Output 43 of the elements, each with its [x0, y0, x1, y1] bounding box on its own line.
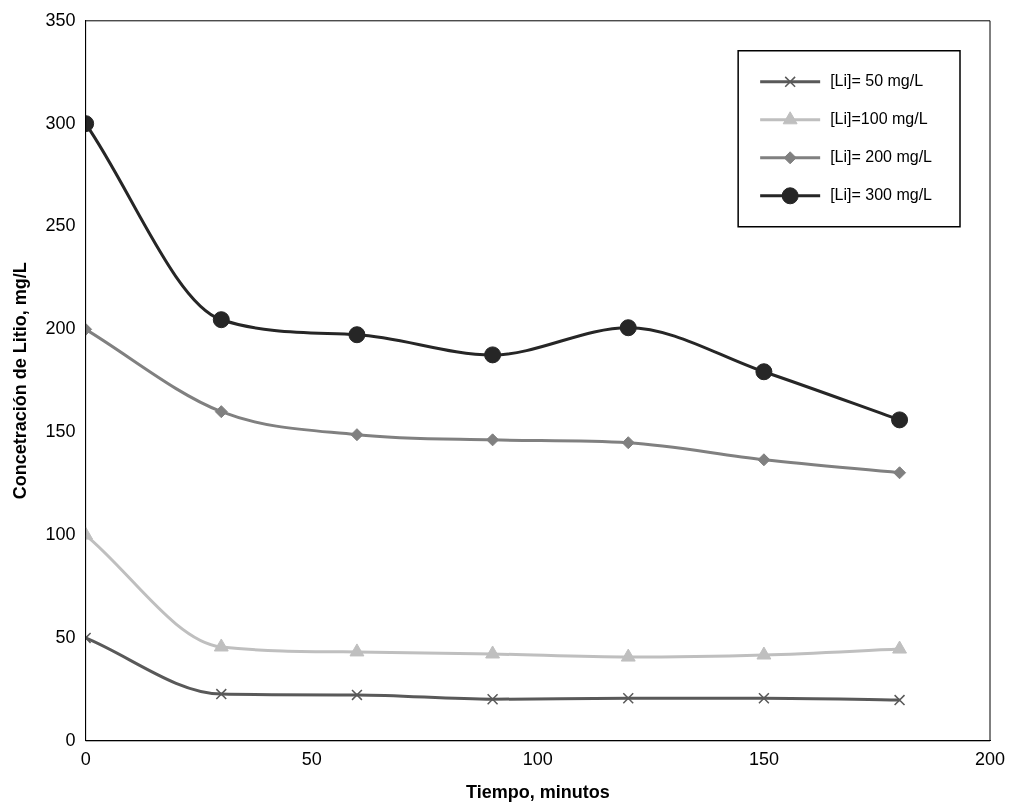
y-tick-label: 200	[45, 318, 76, 339]
point	[619, 319, 637, 337]
y-tick-label: 300	[45, 112, 76, 133]
point	[486, 693, 499, 705]
point	[893, 694, 906, 706]
point	[213, 638, 229, 652]
point	[485, 645, 501, 659]
y-tick-label: 0	[65, 729, 76, 750]
point	[756, 646, 772, 660]
x-tick-label: 200	[974, 748, 1006, 769]
point	[350, 428, 364, 442]
y-tick-label: 250	[45, 215, 76, 236]
point	[620, 648, 636, 662]
legend-label: [Li]= 200 mg/L	[830, 148, 933, 166]
y-tick-label: 50	[55, 626, 76, 647]
y-tick-label: 100	[45, 524, 76, 545]
point	[351, 689, 363, 701]
x-tick-label: 150	[748, 748, 779, 769]
point	[486, 433, 500, 447]
point	[215, 688, 227, 700]
point	[893, 466, 907, 480]
point	[214, 405, 228, 419]
point	[758, 692, 770, 704]
point	[212, 311, 230, 329]
y-axis-title: Concetración de Litio, mg/L	[9, 262, 30, 500]
legend-label: [Li]= 50 mg/L	[830, 72, 924, 90]
point	[757, 453, 771, 467]
point	[349, 643, 365, 657]
point	[484, 346, 502, 364]
point	[621, 436, 635, 450]
legend-label: [Li]=100 mg/L	[830, 110, 928, 128]
point	[892, 640, 907, 654]
y-tick-label: 350	[45, 9, 76, 30]
point	[622, 692, 634, 704]
legend-label: [Li]= 300 mg/L	[830, 186, 933, 204]
x-tick-label: 50	[301, 748, 322, 769]
x-axis-title: Tiempo, minutos	[465, 782, 610, 803]
point	[348, 326, 366, 344]
point	[891, 411, 909, 429]
point	[755, 363, 773, 381]
x-tick-label: 100	[522, 748, 553, 769]
x-tick-label: 0	[80, 748, 91, 769]
y-tick-label: 150	[45, 421, 76, 442]
